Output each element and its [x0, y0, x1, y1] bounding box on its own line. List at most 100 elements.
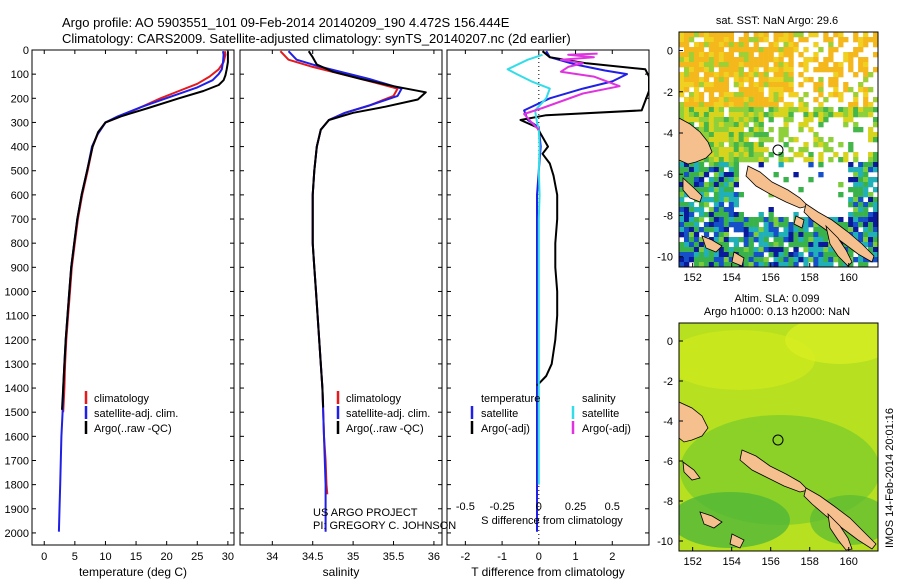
depth-tick-label: 1300 [5, 359, 29, 371]
sst-cell [818, 142, 824, 148]
sst-cell [718, 52, 725, 58]
sst-cell [683, 177, 690, 183]
sst-cell [788, 32, 794, 38]
sst-cell [773, 252, 779, 258]
sst-cell [733, 67, 739, 73]
sst-cell [853, 127, 859, 133]
sst-cell [778, 152, 784, 158]
sst-cell [758, 102, 764, 108]
sst-cell [818, 47, 824, 53]
sst-cell [679, 202, 685, 208]
depth-axis: 0 100 200 300 400 500 600 700 800 900 1000 1100 1200… [5, 45, 649, 540]
sst-cell [873, 52, 878, 58]
sst-cell [723, 262, 730, 267]
sst-cell [738, 47, 744, 53]
sst-cell [843, 52, 849, 58]
map-lon-label: 158 [801, 272, 819, 284]
difference-plot [506, 50, 649, 545]
sst-cell [798, 147, 804, 153]
sst-cell [698, 212, 705, 218]
sst-cell [863, 242, 869, 248]
sst-cell [683, 217, 690, 223]
sst-cell [728, 222, 735, 228]
sst-cell [863, 97, 869, 103]
sst-cell [723, 52, 730, 58]
sst-cell [718, 77, 725, 83]
sst-cell [733, 77, 739, 83]
sst-cell [758, 32, 764, 38]
sst-cell [713, 127, 720, 133]
sst-cell [858, 172, 864, 178]
sst-cell [713, 227, 720, 233]
sst-cell [743, 102, 749, 108]
sst-cell [718, 252, 725, 258]
timestamp-stamp: IMOS 14-Feb-2014 20:01:16 [884, 408, 896, 548]
map-lat-label: 0 [667, 46, 673, 58]
salinity-x-axis: 34 34.5 35 35.5 36 [266, 50, 440, 563]
sst-cell [858, 37, 864, 43]
sst-cell [743, 92, 749, 98]
sst-cell [828, 47, 834, 53]
sst-cell [708, 42, 715, 48]
map-lat-label: 0 [667, 336, 673, 348]
sst-cell [698, 42, 705, 48]
sst-cell [718, 97, 725, 103]
sst-cell [679, 107, 685, 113]
sst-cell [838, 222, 844, 228]
sst-cell [808, 57, 814, 63]
sst-cell [683, 112, 690, 118]
s-tick-label: 0.5 [605, 501, 620, 513]
sst-cell [688, 207, 695, 213]
series-line [61, 51, 229, 410]
sst-cell [863, 177, 869, 183]
sst-cell [728, 37, 735, 43]
sst-cell [778, 247, 784, 253]
credit-project: US ARGO PROJECT [313, 507, 418, 519]
sst-cell [728, 52, 735, 58]
sst-cell [793, 92, 799, 98]
sst-cell [758, 82, 764, 88]
sst-cell [783, 112, 789, 118]
sst-cell [693, 187, 700, 193]
sst-cell [683, 212, 690, 218]
sst-cell [848, 62, 854, 68]
sst-cell [788, 77, 794, 83]
sst-cell [698, 52, 705, 58]
sst-cell [843, 262, 849, 267]
sst-cell [728, 162, 735, 168]
sst-cell [693, 222, 700, 228]
sst-cell [813, 67, 819, 73]
sst-cell [708, 127, 715, 133]
sst-cell [713, 112, 720, 118]
sst-cell [863, 42, 869, 48]
sst-cell [813, 222, 819, 228]
sst-cell [718, 177, 725, 183]
sst-cell [763, 67, 769, 73]
sst-cell [838, 67, 844, 73]
sst-cell [778, 222, 784, 228]
sst-cell [733, 92, 739, 98]
sst-cell [788, 107, 794, 113]
sst-cell [688, 102, 695, 108]
sst-cell [708, 182, 715, 188]
sst-cell [838, 97, 844, 103]
sst-cell [763, 217, 769, 223]
sst-cell [713, 47, 720, 53]
sst-cell [718, 57, 725, 63]
sst-cell [728, 177, 735, 183]
depth-tick-label: 800 [11, 238, 29, 250]
legend-header-temperature: temperature [481, 393, 540, 405]
sst-cell [778, 132, 784, 138]
sst-cell [733, 132, 739, 138]
depth-tick-label: 200 [11, 93, 29, 105]
sst-cell [743, 157, 749, 163]
sst-cell [698, 67, 705, 73]
sst-cell [679, 212, 685, 218]
sst-cell [728, 127, 735, 133]
sst-cell [868, 182, 874, 188]
sst-cell [733, 137, 739, 143]
sst-cell [738, 37, 744, 43]
sst-cell [863, 57, 869, 63]
sst-cell [783, 232, 789, 238]
sst-cell [723, 252, 730, 258]
